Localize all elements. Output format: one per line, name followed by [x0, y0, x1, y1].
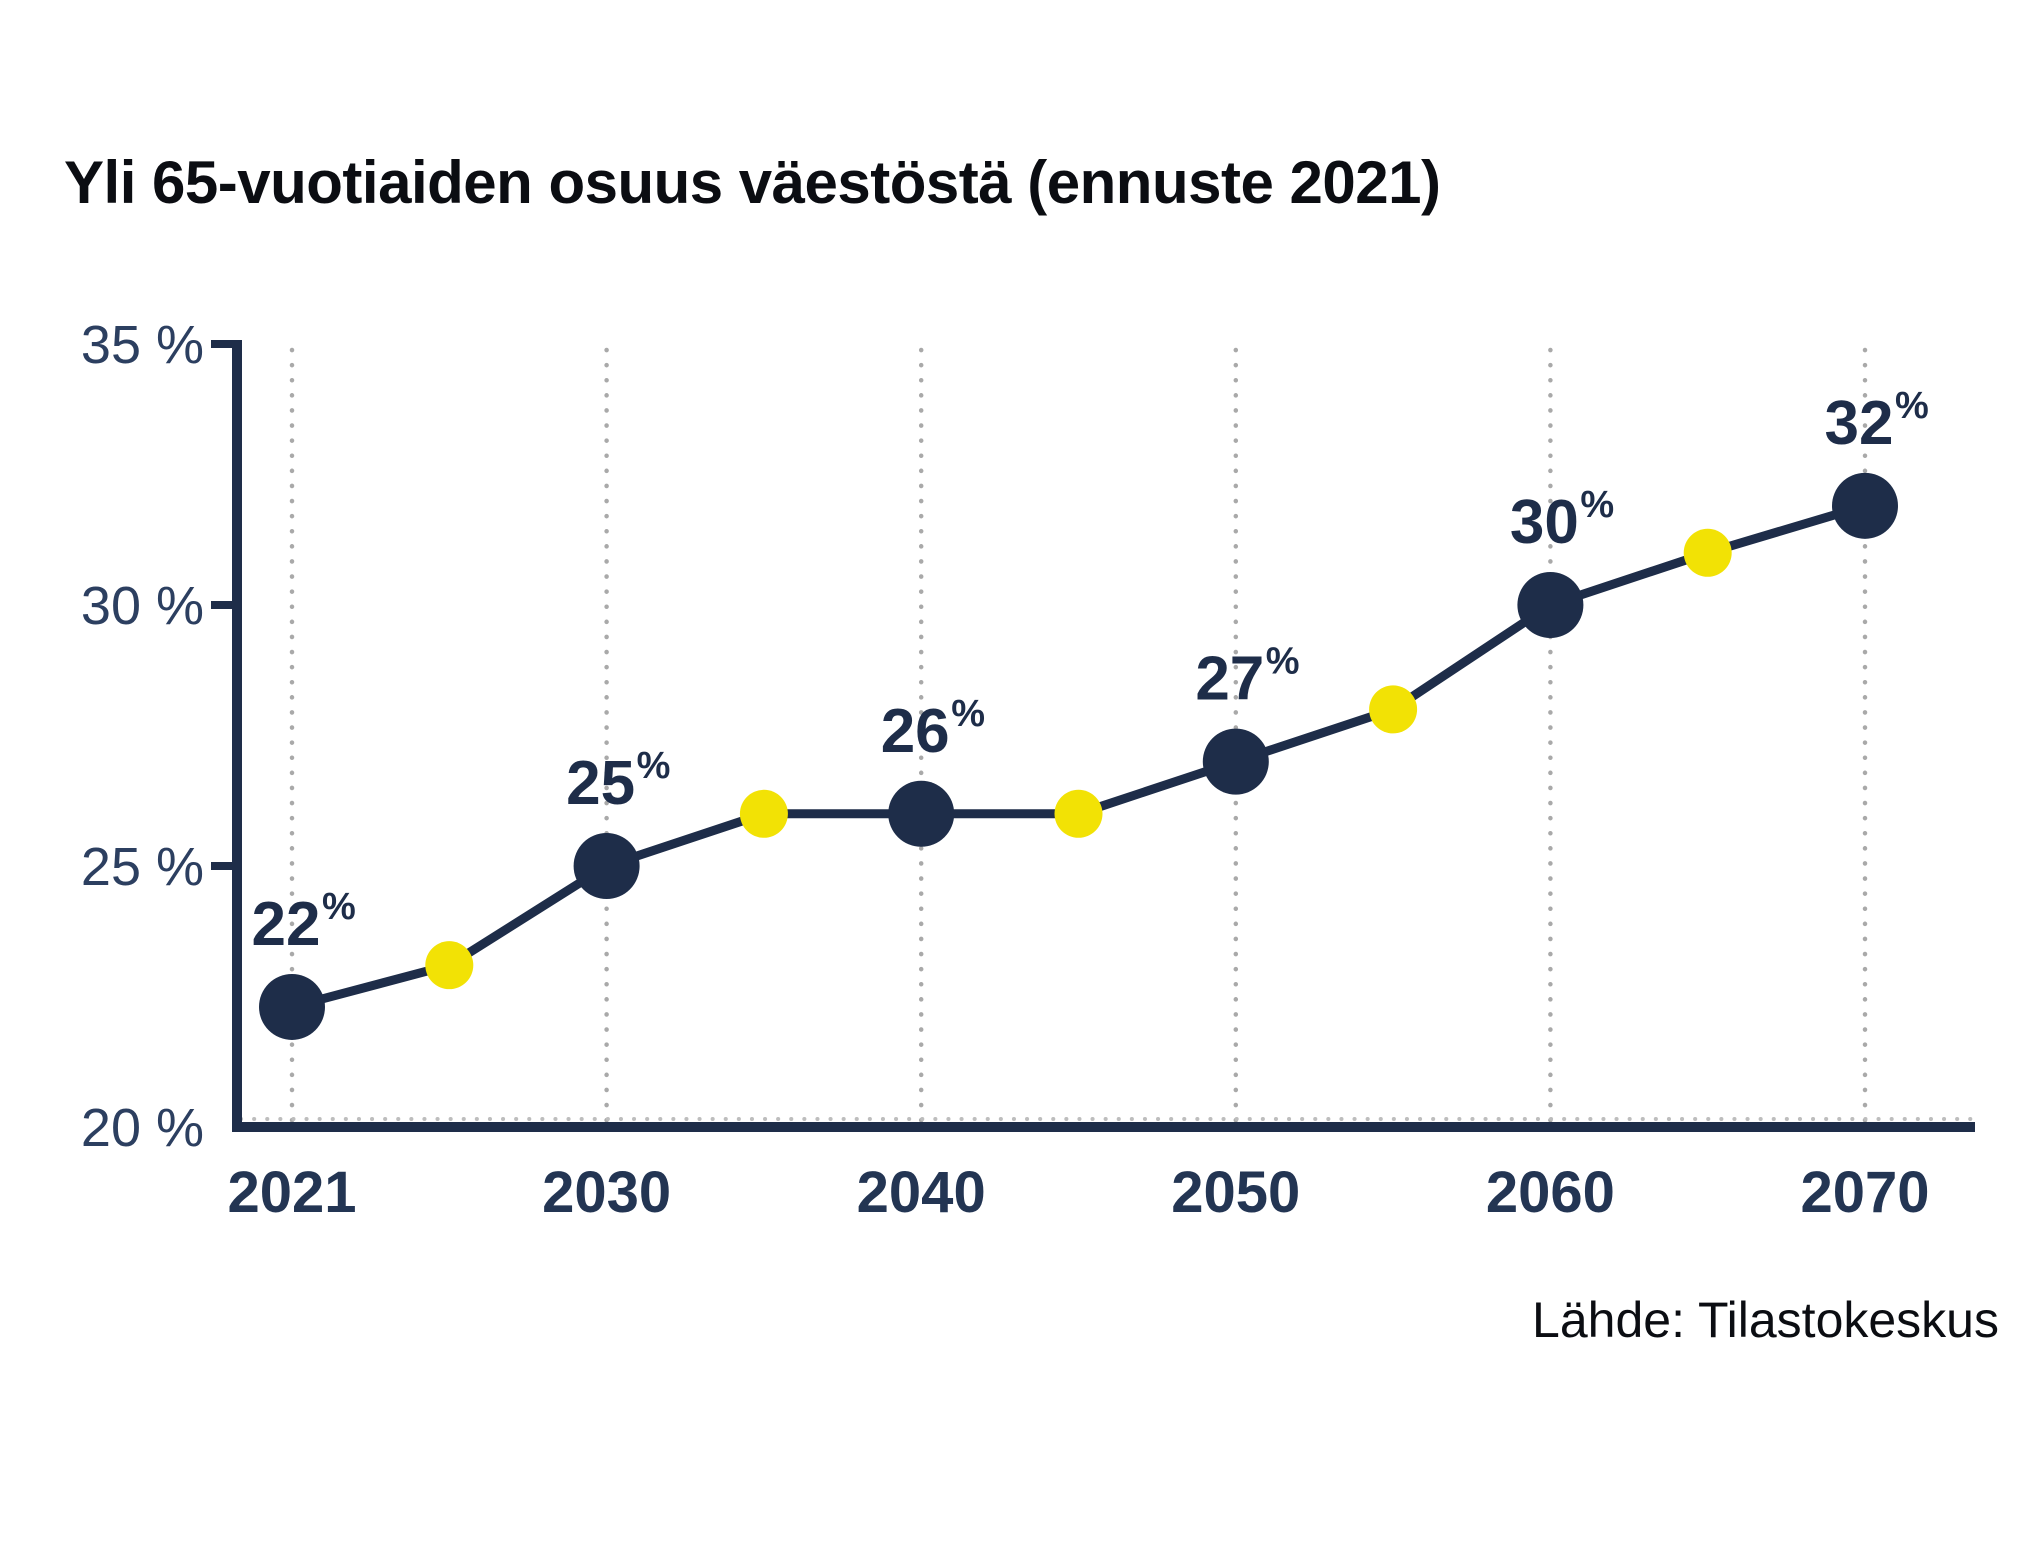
data-point-minor — [425, 941, 474, 990]
x-tick-label: 2021 — [227, 1160, 356, 1225]
data-point-label: 22 — [252, 890, 321, 959]
data-point-major — [1517, 572, 1584, 638]
source-caption: Lähde: Tilastokeskus — [1532, 1292, 1999, 1348]
data-point-major — [259, 973, 325, 1040]
y-tick-label: 35 % — [81, 315, 204, 375]
data-point-label-suffix: % — [951, 693, 985, 735]
y-tick-label: 25 % — [81, 837, 204, 897]
data-point-major — [573, 833, 640, 899]
data-point-label-suffix: % — [1580, 484, 1614, 526]
data-point-label-suffix: % — [322, 886, 356, 928]
data-point-label: 26 — [881, 697, 950, 766]
series-line — [290, 501, 1867, 1012]
data-point-major — [1202, 728, 1269, 795]
data-point-label: 27 — [1195, 645, 1264, 714]
data-point-minor — [1054, 789, 1103, 838]
data-point-major — [1832, 472, 1898, 539]
data-point-label-suffix: % — [1266, 641, 1300, 683]
data-point-minor — [1683, 528, 1732, 577]
axis-frame — [232, 340, 1975, 1132]
x-tick-label: 2040 — [857, 1160, 986, 1225]
data-point-label: 25 — [566, 749, 635, 818]
y-tick-label: 30 % — [81, 576, 204, 636]
data-point-minor — [1369, 685, 1418, 734]
x-tick-label: 2070 — [1800, 1160, 1929, 1225]
data-point-label-suffix: % — [1895, 385, 1929, 427]
data-point-label: 30 — [1510, 488, 1579, 557]
data-point-minor — [739, 789, 788, 838]
data-point-label: 32 — [1825, 389, 1894, 458]
y-tick-label: 20 % — [81, 1098, 204, 1158]
x-tick-label: 2030 — [542, 1160, 671, 1225]
data-point-major — [888, 780, 955, 847]
chart-title: Yli 65-vuotiaiden osuus väestöstä (ennus… — [64, 149, 1441, 216]
data-point-label-suffix: % — [637, 745, 671, 787]
x-tick-label: 2050 — [1171, 1160, 1300, 1225]
x-tick-label: 2060 — [1486, 1160, 1615, 1225]
